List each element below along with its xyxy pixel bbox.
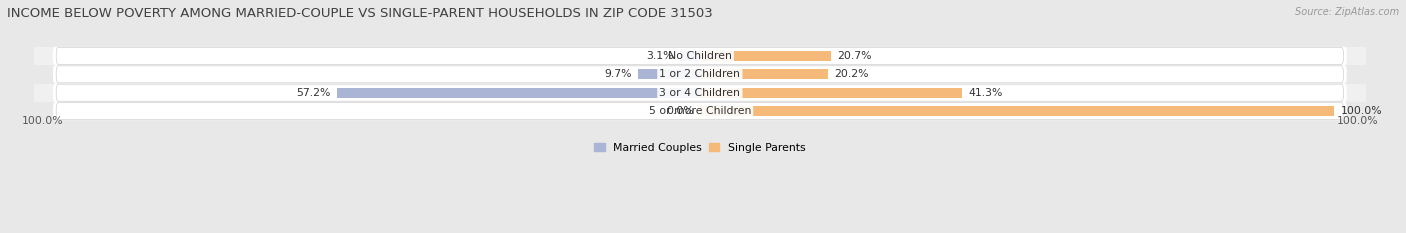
Text: 100.0%: 100.0%: [21, 116, 63, 126]
Text: 3.1%: 3.1%: [647, 51, 673, 61]
Bar: [34, 47, 1365, 65]
FancyBboxPatch shape: [53, 65, 1347, 83]
Bar: [337, 88, 700, 98]
FancyBboxPatch shape: [53, 84, 1347, 102]
Text: 100.0%: 100.0%: [1340, 106, 1382, 116]
Text: 0.0%: 0.0%: [666, 106, 693, 116]
Text: 41.3%: 41.3%: [969, 88, 1002, 98]
Text: 1 or 2 Children: 1 or 2 Children: [659, 69, 741, 79]
FancyBboxPatch shape: [53, 102, 1347, 120]
FancyBboxPatch shape: [56, 103, 1344, 120]
Text: INCOME BELOW POVERTY AMONG MARRIED-COUPLE VS SINGLE-PARENT HOUSEHOLDS IN ZIP COD: INCOME BELOW POVERTY AMONG MARRIED-COUPL…: [7, 7, 713, 20]
Bar: [700, 106, 1334, 116]
Text: 57.2%: 57.2%: [297, 88, 330, 98]
Bar: [700, 51, 831, 61]
Text: 20.2%: 20.2%: [834, 69, 869, 79]
Bar: [34, 102, 1365, 120]
FancyBboxPatch shape: [56, 66, 1344, 83]
Legend: Married Couples, Single Parents: Married Couples, Single Parents: [592, 141, 808, 155]
Bar: [638, 69, 700, 79]
Bar: [700, 88, 962, 98]
Text: 3 or 4 Children: 3 or 4 Children: [659, 88, 741, 98]
FancyBboxPatch shape: [56, 47, 1344, 64]
Text: No Children: No Children: [668, 51, 731, 61]
Text: 20.7%: 20.7%: [838, 51, 872, 61]
Text: 5 or more Children: 5 or more Children: [648, 106, 751, 116]
Bar: [700, 69, 828, 79]
Text: Source: ZipAtlas.com: Source: ZipAtlas.com: [1295, 7, 1399, 17]
Text: 100.0%: 100.0%: [1337, 116, 1378, 126]
FancyBboxPatch shape: [56, 84, 1344, 101]
FancyBboxPatch shape: [53, 47, 1347, 65]
Bar: [34, 83, 1365, 102]
Bar: [34, 65, 1365, 83]
Bar: [681, 51, 700, 61]
Text: 9.7%: 9.7%: [605, 69, 631, 79]
